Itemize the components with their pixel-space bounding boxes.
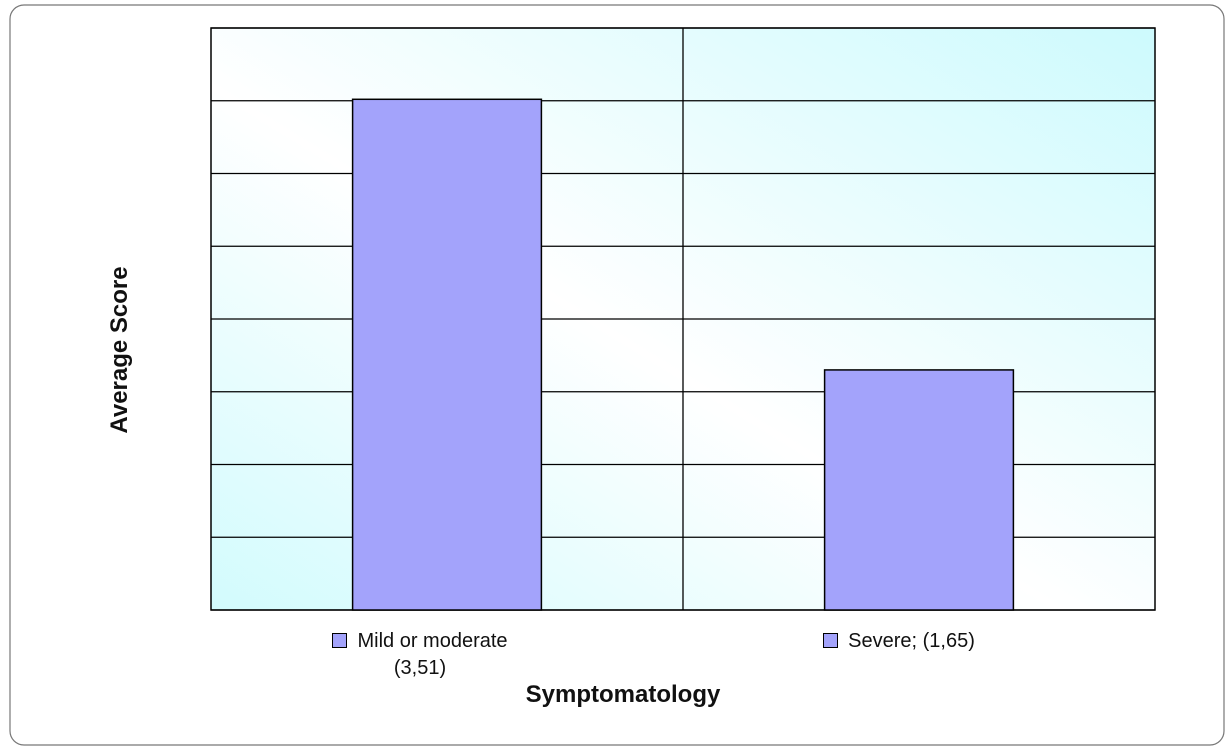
legend-swatch [823, 633, 839, 648]
category-text: Severe; (1,65) [848, 630, 975, 652]
bar [351, 98, 543, 611]
y-axis-title: Average Score [106, 266, 133, 433]
bar [823, 369, 1015, 611]
x-tick-label: Mild or moderate (3,51) [310, 628, 530, 682]
x-tick-label: Severe; (1,65) [769, 628, 1029, 655]
x-axis-title: Symptomatology [526, 681, 721, 708]
category-text: Mild or moderate (3,51) [357, 630, 508, 679]
legend-swatch [332, 633, 348, 648]
